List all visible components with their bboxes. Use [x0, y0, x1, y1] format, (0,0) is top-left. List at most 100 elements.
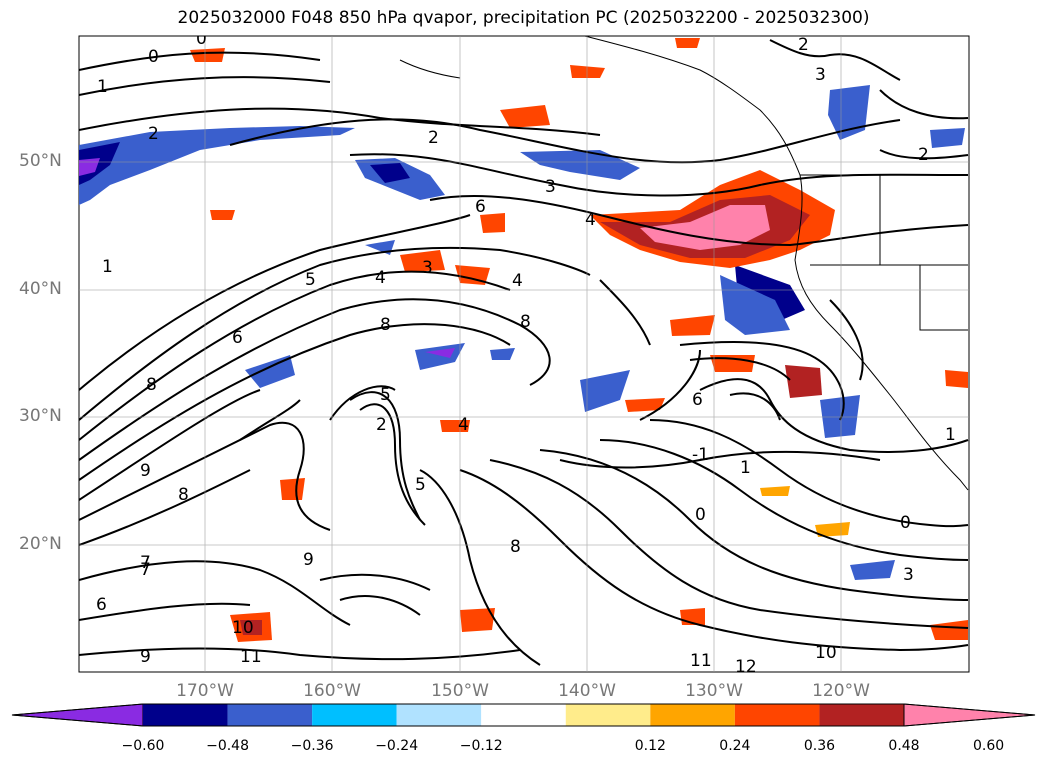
- contour-label: 8: [380, 315, 391, 335]
- colorbar-tick-label: 0.12: [634, 738, 666, 754]
- contour-label: 0: [695, 505, 706, 525]
- contour-line: [79, 51, 321, 71]
- colorbar-tick-label: 0.48: [888, 738, 920, 754]
- contour-label: 6: [475, 197, 486, 217]
- contour-label: 12: [735, 657, 757, 677]
- contour-label: 9: [303, 550, 314, 570]
- map-title: 2025032000 F048 850 hPa qvapor, precipit…: [177, 8, 870, 28]
- contour-label: 4: [458, 415, 469, 435]
- contour-line: [79, 323, 511, 481]
- contour-label: 3: [903, 565, 914, 585]
- precip-positive-region: [190, 48, 225, 62]
- precip-negative-region: [520, 150, 640, 180]
- graticule: [79, 36, 969, 672]
- contour-label: 10: [232, 618, 254, 638]
- contour-label: 2: [376, 415, 387, 435]
- precip-negative-region: [850, 560, 895, 580]
- lat-label: 50°N: [19, 151, 62, 171]
- precip-negative-region: [79, 158, 100, 176]
- contour-label: 5: [415, 475, 426, 495]
- precip-positive-region: [675, 38, 700, 48]
- colorbar-bin: [481, 704, 566, 726]
- contour-line: [79, 602, 251, 621]
- contour-line: [599, 279, 651, 346]
- contour-label: 5: [380, 385, 391, 405]
- contour-label: 11: [240, 647, 262, 667]
- contour-line: [429, 194, 969, 247]
- lon-label: 150°W: [431, 681, 489, 701]
- contour-label: 11: [690, 651, 712, 671]
- lon-label: 120°W: [812, 681, 870, 701]
- contour-line: [879, 89, 969, 120]
- coastline: [584, 36, 801, 176]
- precip-negative-region: [79, 142, 120, 185]
- contour-line: [79, 389, 261, 501]
- contour-line: [79, 214, 471, 391]
- contour-label: 10: [815, 643, 837, 663]
- precip-positive-region: [440, 420, 470, 432]
- contour-label: 6: [232, 328, 243, 348]
- precip-positive-region: [400, 250, 445, 272]
- lon-label: 170°W: [176, 681, 234, 701]
- colorbar-tick-label: −0.60: [121, 738, 165, 754]
- colorbar-extend-high: [903, 703, 1036, 727]
- precip-positive-region: [240, 620, 262, 635]
- precip-positive-region: [785, 365, 822, 398]
- coastline: [794, 174, 969, 491]
- contour-line: [79, 107, 601, 136]
- lat-label: 40°N: [19, 279, 62, 299]
- contour-label: 9: [140, 461, 151, 481]
- colorbar-bin: [312, 704, 397, 726]
- contour-line: [489, 459, 969, 629]
- contour-line: [639, 349, 701, 421]
- precip-negative-region: [79, 126, 355, 205]
- precip-positive-region: [500, 105, 550, 128]
- qvapor-contour-layer: [79, 39, 969, 666]
- contour-label: -1: [692, 445, 709, 465]
- contour-label: 7: [140, 553, 151, 573]
- precip-negative-region: [828, 85, 870, 140]
- contour-line: [769, 39, 901, 81]
- colorbar-extend-low: [11, 703, 144, 727]
- contour-line: [829, 299, 864, 381]
- contour-line: [79, 647, 521, 661]
- contour-line: [699, 378, 969, 453]
- contour-line: [679, 341, 845, 421]
- contour-line: [339, 594, 421, 616]
- contour-label: 8: [510, 537, 521, 557]
- precip-positive-region: [640, 205, 770, 250]
- precip-positive-region: [625, 398, 665, 412]
- contour-line: [729, 392, 781, 421]
- contour-line: [79, 298, 551, 461]
- colorbar-tick-label: −0.36: [290, 738, 334, 754]
- contour-label: 8: [146, 375, 157, 395]
- contour-label: 5: [305, 270, 316, 290]
- contour-line: [419, 469, 541, 666]
- contour-line: [79, 76, 331, 96]
- contour-label: 4: [512, 271, 523, 291]
- lon-label: 130°W: [685, 681, 743, 701]
- colorbar-tick-label: −0.24: [375, 738, 419, 754]
- precip-negative-region: [930, 128, 965, 148]
- contour-label: 8: [178, 485, 189, 505]
- contour-label: 1: [97, 77, 108, 97]
- contour-label: 7: [140, 560, 151, 580]
- contour-line: [539, 449, 969, 601]
- precip-positive-region: [570, 65, 605, 78]
- contour-labels: 0 1 2 2 3 4 5 6 8 8 4 3 4 5 6 7 8 9 10 1…: [96, 35, 956, 677]
- contour-label: 4: [585, 210, 596, 230]
- contour-line: [459, 469, 969, 652]
- contour-line: [359, 403, 426, 526]
- state-border: [919, 265, 968, 331]
- lon-label: 140°W: [558, 681, 616, 701]
- contour-label: 1: [740, 458, 751, 478]
- contour-label: 1: [102, 257, 113, 277]
- colorbar-bin: [565, 704, 651, 726]
- lat-label: 20°N: [19, 534, 62, 554]
- precip-positive-region: [460, 608, 495, 632]
- contour-label: 2: [798, 35, 809, 55]
- contour-label: 6: [96, 595, 107, 615]
- colorbar: [11, 703, 1036, 727]
- precip-positive-region: [480, 213, 505, 233]
- precip-fill-layer: [79, 38, 968, 642]
